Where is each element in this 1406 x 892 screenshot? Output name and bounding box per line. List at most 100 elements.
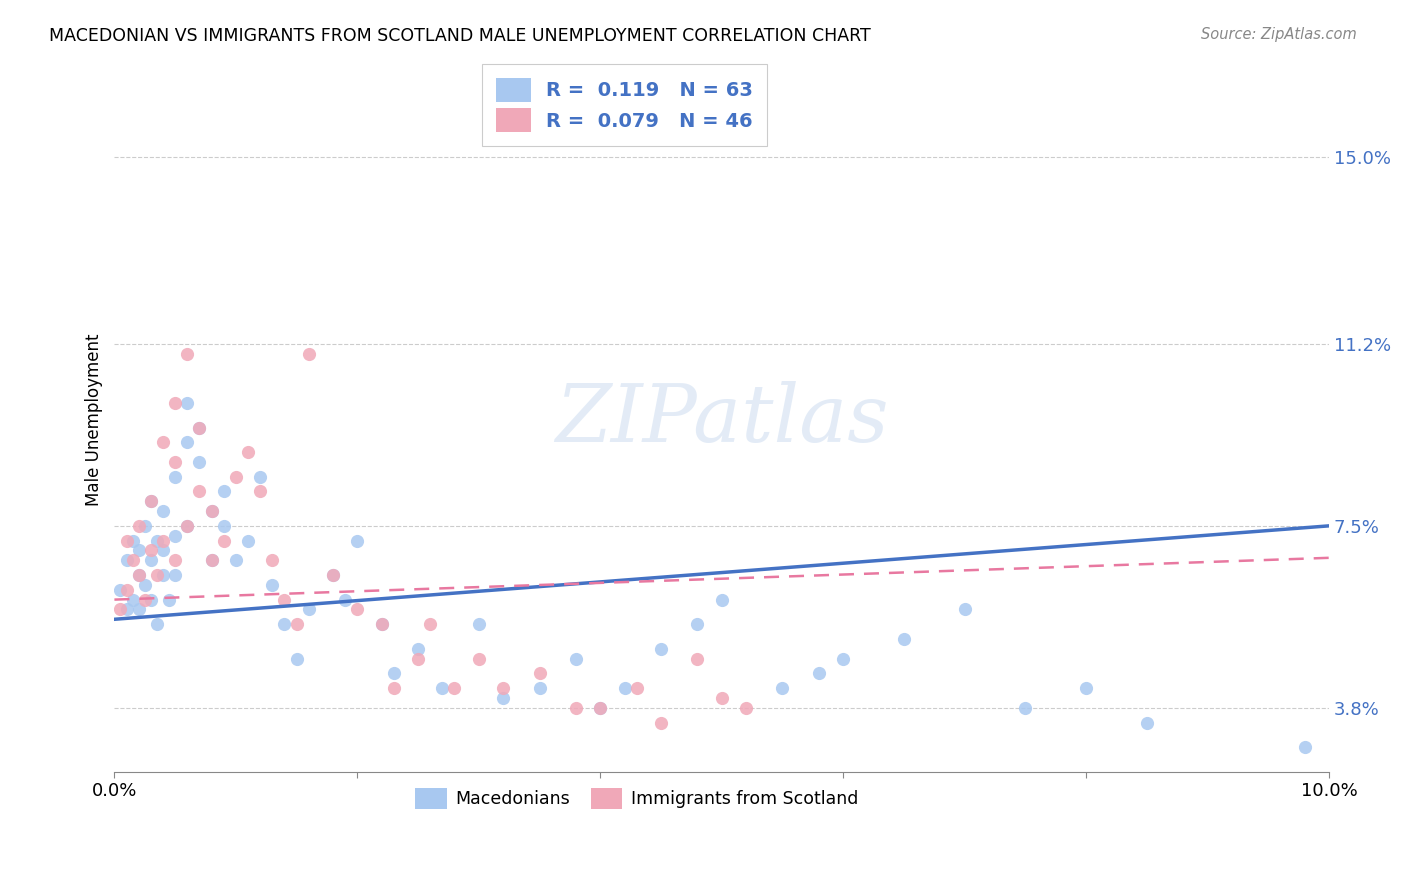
Point (335, 592, 357, 607)
Point (772, 681, 794, 695)
Point (115, 582, 138, 597)
Point (115, 533, 138, 548)
Point (146, 568, 169, 582)
Point (134, 592, 156, 607)
Point (121, 553, 143, 567)
Point (139, 494, 162, 508)
Point (346, 602, 368, 616)
Point (710, 592, 733, 607)
Point (188, 420, 211, 434)
Point (212, 533, 235, 548)
Legend: Macedonians, Immigrants from Scotland: Macedonians, Immigrants from Scotland (408, 780, 865, 816)
Point (322, 568, 344, 582)
Point (953, 602, 976, 616)
Point (165, 455, 187, 469)
Point (565, 700, 588, 714)
Point (236, 445, 259, 459)
Point (589, 700, 612, 714)
Point (832, 651, 855, 665)
Point (650, 715, 672, 730)
Point (128, 519, 150, 533)
Point (200, 504, 222, 518)
Point (121, 533, 143, 548)
Point (200, 553, 222, 567)
Point (686, 651, 709, 665)
Point (188, 420, 211, 434)
Point (152, 568, 174, 582)
Point (134, 578, 156, 592)
Point (686, 617, 709, 632)
Point (650, 641, 672, 656)
Point (370, 617, 392, 632)
Point (128, 543, 150, 558)
Point (115, 553, 138, 567)
Point (176, 347, 198, 361)
Point (176, 396, 198, 410)
Point (893, 632, 915, 646)
Point (529, 666, 551, 681)
Point (152, 504, 174, 518)
Point (152, 533, 174, 548)
Text: MACEDONIAN VS IMMIGRANTS FROM SCOTLAND MALE UNEMPLOYMENT CORRELATION CHART: MACEDONIAN VS IMMIGRANTS FROM SCOTLAND M… (49, 27, 870, 45)
Point (419, 617, 441, 632)
Point (626, 681, 648, 695)
Y-axis label: Male Unemployment: Male Unemployment (86, 334, 103, 507)
Point (298, 602, 321, 616)
Point (157, 592, 180, 607)
Point (139, 543, 162, 558)
Point (128, 602, 150, 616)
Point (613, 681, 636, 695)
Point (285, 617, 308, 632)
Point (432, 681, 454, 695)
Point (128, 568, 150, 582)
Point (236, 533, 259, 548)
Point (1294, 740, 1316, 755)
Point (139, 553, 162, 567)
Point (225, 553, 247, 567)
Text: Source: ZipAtlas.com: Source: ZipAtlas.com (1201, 27, 1357, 42)
Point (188, 455, 211, 469)
Point (1136, 715, 1159, 730)
Point (1074, 681, 1097, 695)
Point (710, 690, 733, 705)
Point (382, 681, 405, 695)
Point (225, 469, 247, 483)
Point (200, 553, 222, 567)
Point (165, 396, 187, 410)
Point (165, 529, 187, 543)
Point (370, 617, 392, 632)
Point (176, 519, 198, 533)
Point (165, 568, 187, 582)
Point (176, 519, 198, 533)
Point (492, 690, 515, 705)
Point (382, 666, 405, 681)
Point (443, 681, 465, 695)
Point (110, 582, 132, 597)
Point (1014, 700, 1036, 714)
Text: ZIPatlas: ZIPatlas (555, 382, 889, 458)
Point (249, 469, 271, 483)
Point (212, 484, 235, 499)
Point (249, 484, 271, 499)
Point (121, 592, 143, 607)
Point (807, 666, 830, 681)
Point (139, 494, 162, 508)
Point (262, 553, 284, 567)
Point (176, 435, 198, 450)
Point (146, 617, 169, 632)
Point (492, 681, 515, 695)
Point (200, 504, 222, 518)
Point (273, 592, 295, 607)
Point (529, 681, 551, 695)
Point (152, 435, 174, 450)
Point (273, 617, 295, 632)
Point (346, 533, 368, 548)
Point (128, 568, 150, 582)
Point (468, 617, 491, 632)
Point (298, 347, 321, 361)
Point (468, 651, 491, 665)
Point (406, 651, 429, 665)
Point (139, 592, 162, 607)
Point (565, 651, 588, 665)
Point (735, 700, 758, 714)
